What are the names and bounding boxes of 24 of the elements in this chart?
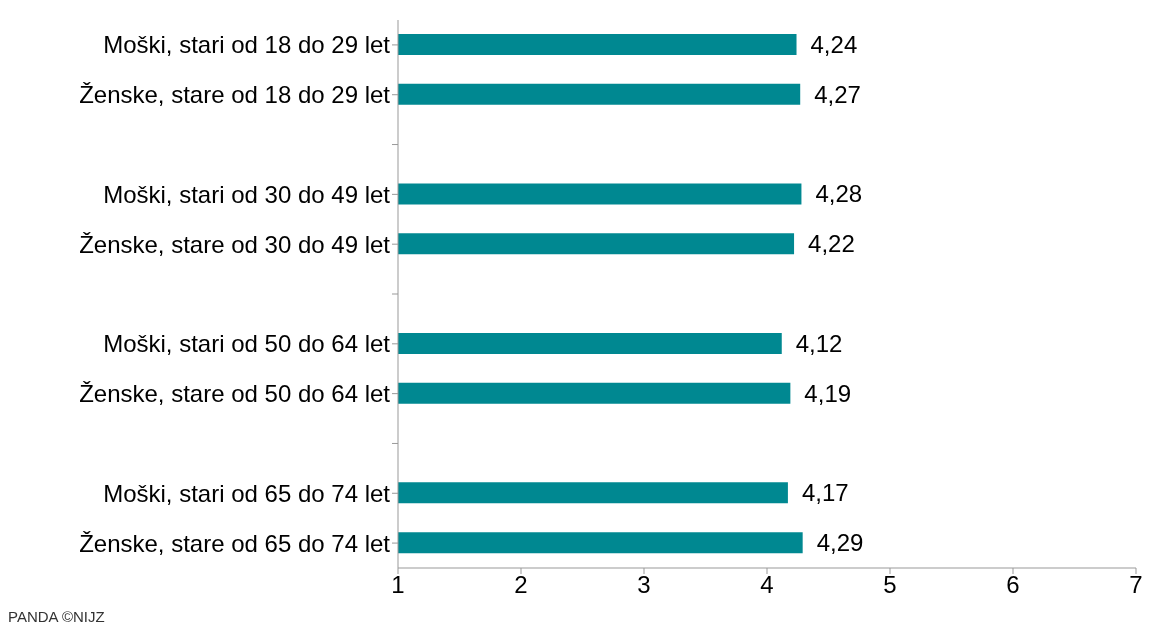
data-label: 4,19 [804,379,852,407]
y-tick-label: Moški, stari od 18 do 29 let [103,31,391,59]
x-tick-label: 7 [1129,571,1143,599]
y-tick-label: Moški, stari od 50 do 64 let [103,330,391,358]
y-tick-label: Ženske, stare od 18 do 29 let [79,81,391,109]
data-label: 4,28 [815,180,863,208]
y-tick-label: Ženske, stare od 30 do 49 let [79,230,391,258]
x-tick-label: 1 [391,571,405,599]
x-tick-label: 3 [637,571,651,599]
data-label: 4,24 [810,31,858,59]
text: PANDA ©NIJZ [8,608,105,625]
data-label: 4,12 [795,329,843,357]
y-tick-label: Ženske, stare od 65 do 74 let [79,529,391,557]
x-tick-label: 4 [760,571,774,599]
data-label: 4,27 [814,80,861,108]
data-label: 4,22 [808,230,855,258]
y-tick-label: Ženske, stare od 50 do 64 let [79,380,391,408]
x-tick-label: 5 [883,571,897,599]
y-tick-label: Moški, stari od 30 do 49 let [103,180,391,208]
x-tick-label: 6 [1006,571,1020,599]
data-label: 4,17 [801,479,849,507]
x-tick-label: 2 [514,571,528,599]
data-label: 4,29 [816,529,864,557]
y-tick-label: Moški, stari od 65 do 74 let [103,479,391,507]
